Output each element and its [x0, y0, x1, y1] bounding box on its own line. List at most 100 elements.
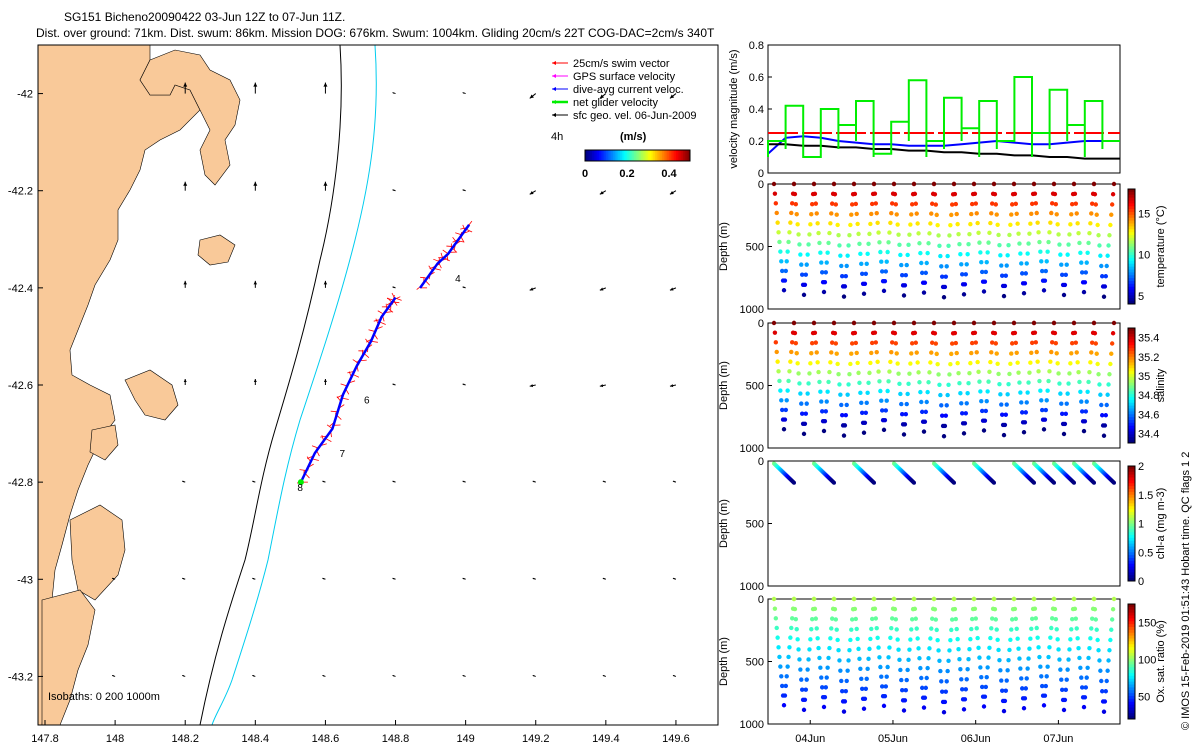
section-point	[1033, 616, 1039, 621]
section-point	[916, 646, 921, 651]
section-point	[1012, 606, 1018, 612]
section-point	[874, 210, 879, 216]
section-point	[1032, 330, 1038, 335]
section-point	[1057, 381, 1062, 386]
section-point	[925, 665, 930, 671]
section-point	[795, 222, 800, 227]
section-point	[971, 320, 977, 326]
section-point	[816, 645, 821, 651]
colorbar-cell	[648, 150, 651, 161]
section-point	[991, 596, 997, 602]
section-point	[1019, 676, 1024, 681]
section-colorbar-cell	[1128, 480, 1135, 484]
section-colorbar-cell	[1128, 356, 1135, 361]
temperature-section: 0 500 1000 Depth (m) 5 10 15 temperature (°C)	[718, 179, 1167, 316]
colorbar-tick-label: 0	[582, 168, 588, 180]
sfc-geo-arrow-head	[183, 379, 187, 382]
section-point	[971, 181, 977, 187]
section-point	[809, 616, 815, 622]
section-colorbar-tick: 34.6	[1138, 409, 1159, 421]
section-point	[888, 635, 893, 641]
section-colorbar-cell	[1128, 379, 1135, 384]
section-colorbar-cell	[1128, 237, 1135, 242]
section-colorbar-cell	[1128, 226, 1135, 230]
colorbar-tick-label: 0.4	[661, 168, 677, 180]
section-colorbar-cell	[1128, 621, 1135, 625]
section-point	[897, 381, 902, 387]
section-point	[1110, 331, 1116, 336]
section-point	[878, 388, 883, 394]
section-point	[779, 268, 785, 274]
velocity-tick-label: 0.6	[749, 72, 764, 84]
section-point	[903, 273, 909, 278]
section-point	[912, 330, 918, 336]
legend-label: net glider velocity	[573, 97, 658, 109]
section-point	[793, 340, 799, 346]
section-point	[844, 402, 849, 408]
section-point	[839, 688, 845, 694]
section-point	[1058, 391, 1063, 396]
section-colorbar-frame	[1127, 465, 1136, 582]
section-colorbar-cell	[1128, 295, 1135, 299]
section-point	[926, 656, 931, 661]
section-point	[932, 192, 938, 197]
section-point	[928, 221, 933, 226]
section-colorbar-cell	[1128, 405, 1135, 409]
section-colorbar-cell	[1128, 351, 1135, 355]
section-point	[859, 410, 865, 415]
section-point	[971, 596, 977, 602]
section-colorbar-cell	[1128, 298, 1135, 302]
section-point	[935, 637, 940, 643]
section-point	[977, 240, 982, 245]
sfc-geo-arrow-head	[323, 82, 328, 87]
section-colorbar-cell	[1128, 514, 1135, 519]
section-point	[1096, 648, 1101, 653]
section-point	[854, 626, 859, 632]
section-point	[926, 380, 931, 385]
section-point	[1035, 220, 1040, 225]
section-point	[803, 272, 809, 277]
section-point	[986, 379, 991, 384]
section-point	[986, 655, 991, 660]
section-point	[1074, 350, 1079, 355]
colorbar-cell	[684, 150, 687, 161]
section-point	[1093, 617, 1099, 622]
section-colorbar-cell	[1128, 240, 1135, 245]
section-point	[924, 399, 929, 405]
colorbar-units: (m/s)	[620, 131, 647, 143]
section-point	[868, 360, 873, 366]
section-point	[935, 222, 940, 228]
section-colorbar-tick: 1.5	[1138, 490, 1153, 502]
section-point	[952, 191, 958, 197]
colorbar-cell	[662, 150, 665, 161]
section-point	[1017, 656, 1022, 661]
section-point	[1025, 390, 1030, 395]
section-point	[914, 626, 919, 631]
section-point	[792, 191, 798, 197]
sfc-geo-arrow-head	[322, 578, 325, 580]
section-colorbar-cell	[1128, 374, 1135, 378]
section-point	[773, 340, 779, 345]
sfc-geo-arrow-head	[253, 181, 258, 186]
section-point	[833, 617, 839, 622]
section-colorbar-cell	[1128, 252, 1135, 256]
colorbar-cell	[670, 150, 673, 161]
section-point	[1099, 402, 1104, 408]
section-point	[1104, 402, 1109, 408]
section-point	[909, 212, 914, 217]
section-colorbar-cell	[1128, 414, 1135, 418]
time-tick-label: 07Jun	[1043, 733, 1073, 745]
isobath-1000	[211, 44, 377, 726]
section-colorbar-cell	[1128, 200, 1135, 204]
section-point	[834, 212, 839, 217]
section-point	[813, 616, 819, 621]
map-x-tick-label: 148.6	[312, 733, 340, 745]
section-point	[1046, 654, 1051, 660]
section-colorbar-tick: 0	[1138, 576, 1144, 588]
section-point	[819, 685, 825, 690]
section-point	[921, 705, 927, 710]
section-point	[1099, 263, 1104, 269]
colorbar-cell	[592, 150, 595, 161]
section-point	[1096, 233, 1101, 238]
section-point	[904, 401, 909, 407]
